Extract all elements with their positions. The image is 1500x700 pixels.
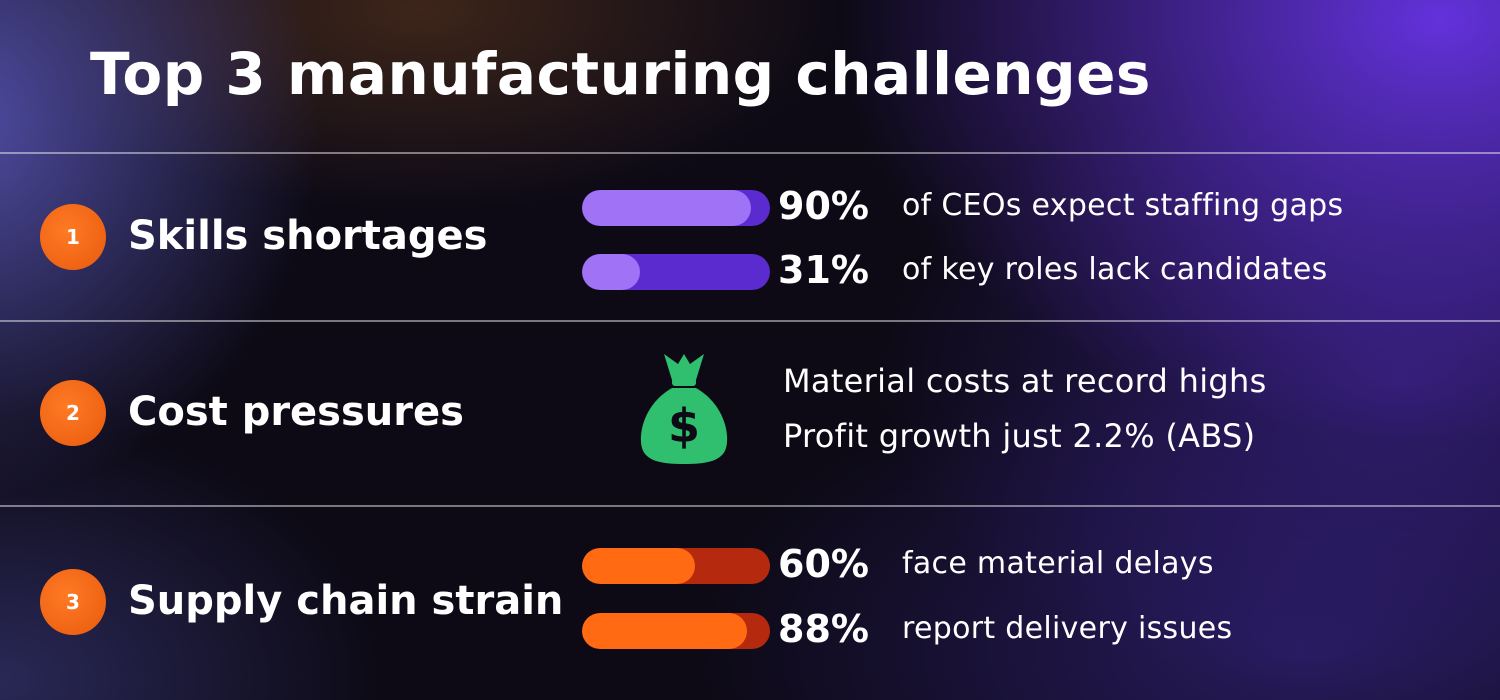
stat-description: face material delays: [902, 546, 1214, 581]
cost-line-1: Material costs at record highs: [783, 362, 1267, 400]
stat-row: 88% report delivery issues: [582, 607, 1462, 651]
progress-bar-fill: [582, 613, 748, 649]
row-title-cost-pressures: Cost pressures: [128, 389, 464, 435]
row-title-supply-chain-strain: Supply chain strain: [128, 578, 564, 624]
stat-description: report delivery issues: [902, 611, 1233, 646]
money-bag-icon: $: [640, 354, 728, 464]
stat-row: 60% face material delays: [582, 542, 1462, 586]
number-badge-1: 1: [40, 204, 106, 270]
stat-percent: 88%: [778, 607, 869, 651]
stat-percent: 31%: [778, 248, 869, 292]
cost-line-2: Profit growth just 2.2% (ABS): [783, 417, 1256, 455]
progress-bar-fill: [582, 548, 695, 584]
stat-description: of CEOs expect staffing gaps: [902, 188, 1344, 223]
progress-bar-fill: [582, 254, 641, 290]
stat-row: 90% of CEOs expect staffing gaps: [582, 184, 1462, 228]
row-title-skills-shortages: Skills shortages: [128, 213, 488, 259]
stat-description: of key roles lack candidates: [902, 252, 1328, 287]
stat-percent: 60%: [778, 542, 869, 586]
svg-text:$: $: [668, 399, 700, 453]
progress-bar-track: [582, 190, 770, 226]
page-title: Top 3 manufacturing challenges: [90, 40, 1151, 108]
divider: [0, 320, 1500, 322]
progress-bar-fill: [582, 190, 752, 226]
stat-percent: 90%: [778, 184, 869, 228]
progress-bar-track: [582, 548, 770, 584]
number-badge-3: 3: [40, 569, 106, 635]
progress-bar-track: [582, 254, 770, 290]
progress-bar-track: [582, 613, 770, 649]
stat-row: 31% of key roles lack candidates: [582, 248, 1462, 292]
divider: [0, 505, 1500, 507]
divider: [0, 152, 1500, 154]
number-badge-2: 2: [40, 380, 106, 446]
